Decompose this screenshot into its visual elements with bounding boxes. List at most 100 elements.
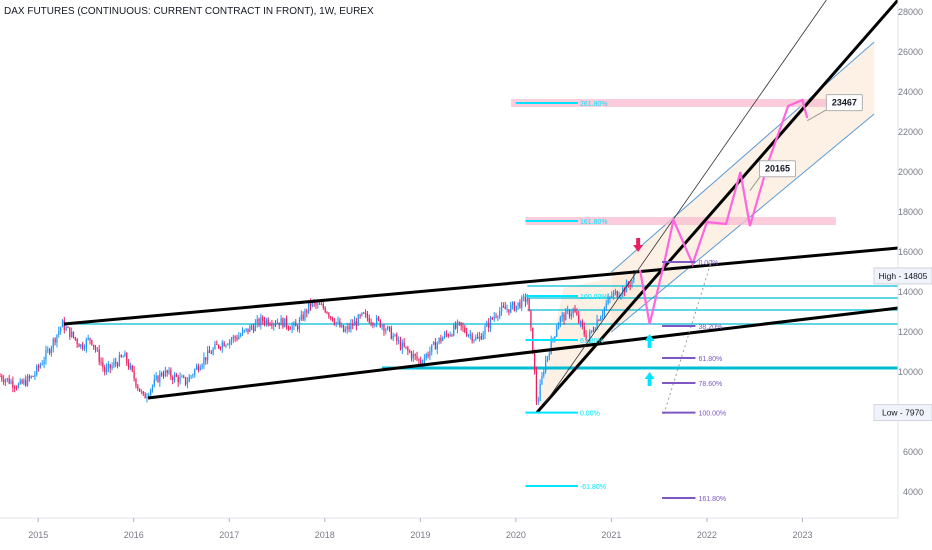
candle-body [556, 329, 558, 337]
low-badge [873, 404, 932, 422]
x-tick-label: 2022 [697, 530, 717, 540]
up-arrow [647, 379, 652, 386]
candle-body [609, 296, 611, 299]
candle-body [118, 355, 121, 367]
candle-body [74, 337, 76, 340]
candles [0, 270, 635, 406]
candle-body [186, 381, 189, 385]
candle-body [3, 379, 5, 383]
candle-body [91, 340, 93, 345]
candle-body [429, 351, 431, 357]
candle-body [15, 387, 18, 389]
candle-body [625, 282, 628, 293]
candle-body [45, 350, 47, 361]
candle-body [19, 380, 21, 384]
candle-body [236, 337, 238, 340]
candle-body [353, 321, 356, 326]
y-tick-label: 20000 [898, 167, 923, 177]
candle-body [54, 338, 56, 343]
candle-body [601, 313, 604, 317]
candle-body [511, 302, 514, 305]
candle-body [427, 354, 429, 357]
candle-body [43, 360, 45, 364]
candle-body [36, 365, 38, 375]
fib-retracement-label: 61.80% [698, 356, 722, 363]
fib-extension-label: 61.80% [580, 338, 604, 345]
candle-body [177, 376, 179, 383]
candle-body [409, 350, 411, 353]
callout-label: 23467 [832, 98, 857, 108]
candle-body [383, 325, 385, 332]
candle-body [374, 324, 376, 326]
low-badge-label: Low - 7970 [882, 408, 924, 418]
candle-body [175, 374, 178, 377]
candle-body [109, 364, 111, 369]
candle-body [445, 333, 448, 335]
candle-body [510, 304, 512, 313]
x-tick-label: 2019 [410, 530, 430, 540]
candle-body [72, 331, 75, 338]
candle-body [12, 381, 14, 388]
candle-body [192, 374, 194, 376]
candle-body [488, 322, 490, 328]
candle-body [456, 321, 459, 329]
candle-body [596, 319, 598, 329]
candle-body [184, 377, 187, 385]
y-tick-label: 22000 [898, 127, 923, 137]
candle-body [161, 373, 163, 376]
candle-body [375, 317, 378, 325]
candle-body [467, 334, 470, 336]
candle-body [460, 322, 462, 327]
candle-body [173, 374, 176, 381]
candle-body [581, 321, 584, 327]
y-tick-label: 26000 [898, 47, 923, 57]
candle-body [144, 393, 146, 399]
candle-body [113, 362, 115, 366]
candle-body [122, 356, 124, 358]
candle-body [240, 334, 242, 337]
candle-body [583, 326, 585, 335]
candle-body [291, 325, 293, 330]
candle-body [137, 385, 139, 389]
candle-body [219, 347, 222, 349]
candle-body [464, 327, 466, 333]
candle-body [47, 349, 49, 351]
candle-body [388, 326, 391, 328]
fib-retracement-label: 78.60% [698, 381, 722, 388]
candle-body [574, 308, 576, 313]
candle-body [1, 376, 3, 380]
candle-body [243, 330, 245, 332]
candle-body [199, 367, 201, 371]
y-tick-label: 4000 [903, 487, 923, 497]
candle-body [65, 327, 67, 330]
candle-body [94, 346, 97, 350]
candle-body [162, 375, 165, 377]
candle-body [8, 378, 10, 384]
candle-body [142, 391, 144, 394]
candle-body [151, 385, 154, 390]
candle-body [561, 314, 563, 318]
candle-body [548, 354, 550, 357]
fib-zone [511, 99, 851, 107]
candle-body [623, 288, 626, 293]
candle-body [89, 337, 91, 341]
candle-body [28, 376, 31, 378]
candle-body [385, 329, 387, 332]
candle-body [420, 360, 422, 364]
candle-body [508, 309, 510, 313]
candle-body [217, 344, 220, 348]
candle-body [611, 296, 613, 298]
candle-body [227, 344, 229, 346]
candle-body [210, 352, 212, 354]
candle-body [324, 307, 326, 312]
candle-body [620, 294, 622, 297]
candle-body [274, 323, 277, 325]
candle-body [598, 319, 600, 321]
candle-body [120, 355, 122, 357]
candle-body [50, 347, 53, 354]
candle-body [399, 340, 402, 350]
candle-body [153, 379, 155, 386]
candle-body [269, 324, 271, 326]
candle-body [478, 336, 481, 339]
